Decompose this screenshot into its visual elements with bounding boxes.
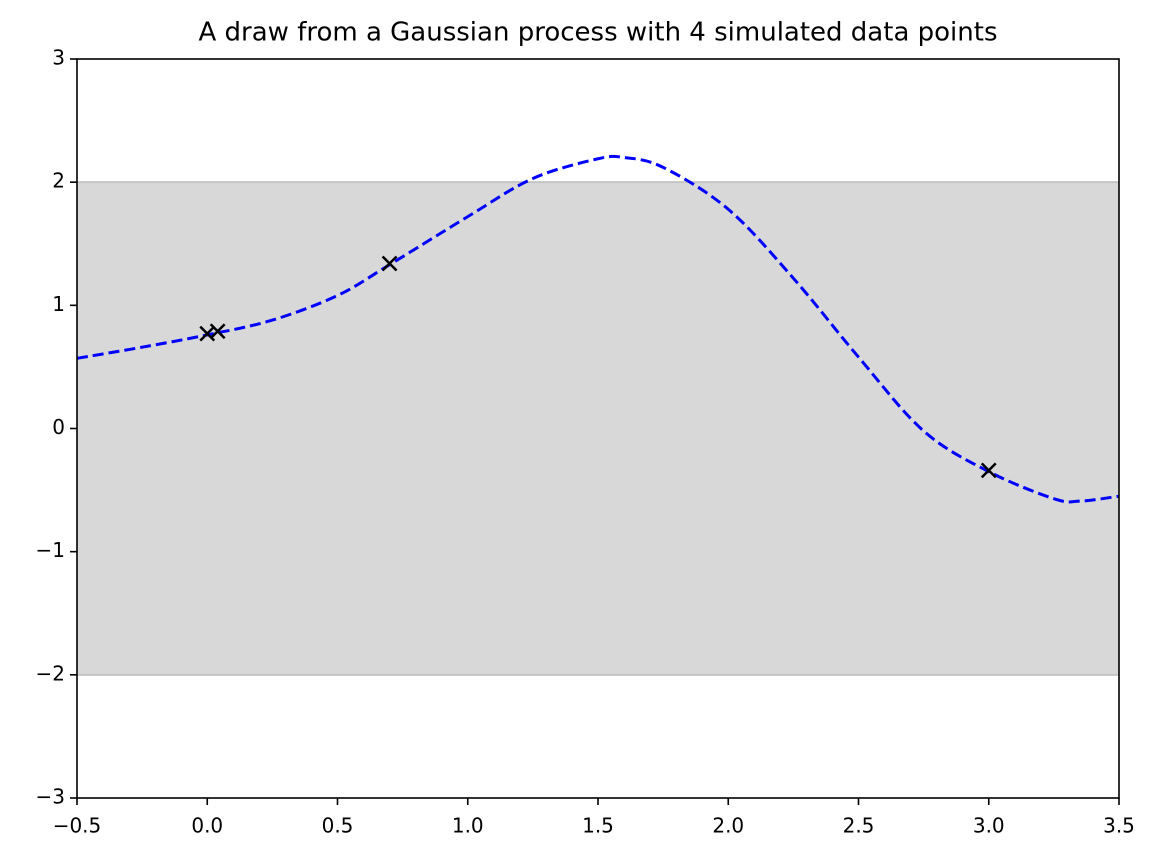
- x-tick-label: 2.0: [712, 814, 744, 838]
- y-tick-label: 1: [52, 292, 65, 316]
- x-tick-label: 3.0: [973, 814, 1005, 838]
- x-tick-label: 0.5: [322, 814, 354, 838]
- line: [76, 154, 1120, 504]
- x-tick-label: 2.5: [843, 814, 875, 838]
- y-tick-label: −2: [36, 661, 65, 685]
- x-tick-label: 3.5: [1103, 814, 1135, 838]
- marker: [980, 462, 997, 479]
- y-tick-label: 3: [52, 46, 65, 70]
- y-tick-label: −1: [36, 538, 65, 562]
- band: [77, 182, 1119, 675]
- y-tick-label: 0: [52, 415, 65, 439]
- y-tick-label: 2: [52, 169, 65, 193]
- chart-title: A draw from a Gaussian process with 4 si…: [198, 18, 997, 48]
- x-tick-label: 0.0: [191, 814, 223, 838]
- y-tick-label: −3: [36, 785, 65, 809]
- marker: [381, 255, 398, 272]
- x-tick-label: 1.0: [452, 814, 484, 838]
- marker: [209, 323, 226, 340]
- x-tick-label: 1.5: [582, 814, 614, 838]
- x-tick-label: −0.5: [53, 814, 102, 838]
